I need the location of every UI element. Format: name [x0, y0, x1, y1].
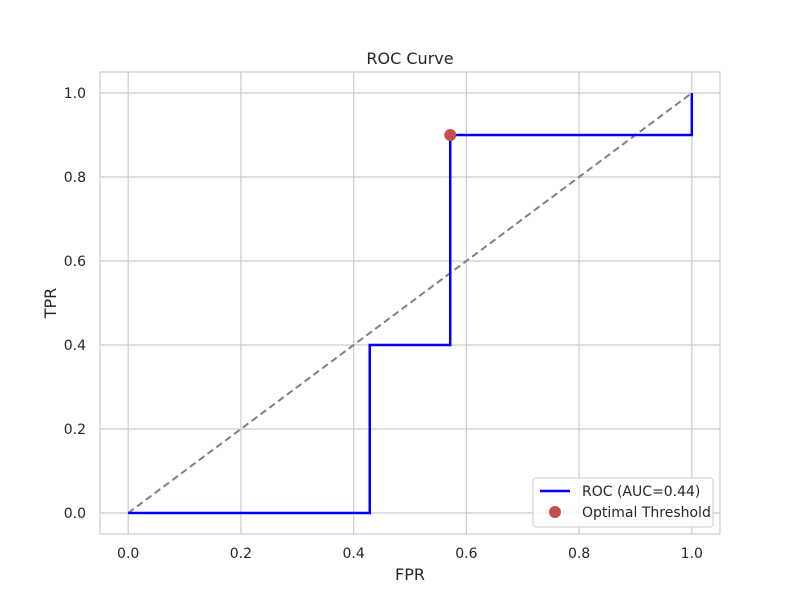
y-tick-label: 0.6	[64, 254, 86, 270]
legend-optimal-swatch	[549, 506, 561, 518]
plot-area	[99, 71, 721, 535]
legend-optimal-label: Optimal Threshold	[582, 505, 711, 521]
y-tick-label: 0.4	[64, 338, 86, 354]
x-tick-label: 1.0	[681, 546, 703, 562]
legend: ROC (AUC=0.44) Optimal Threshold	[532, 477, 714, 528]
y-tick-label: 1.0	[64, 86, 86, 102]
roc-curve-line	[128, 93, 694, 515]
x-tick-labels: 0.0 0.2 0.4 0.6 0.8 1.0	[117, 546, 703, 562]
y-axis-label: TPR	[41, 288, 60, 320]
x-tick-label: 0.6	[455, 546, 477, 562]
y-tick-label: 0.0	[64, 506, 86, 522]
series-layer	[128, 93, 694, 515]
x-axis-label: FPR	[395, 565, 425, 584]
reference-line-layer	[127, 92, 693, 514]
x-tick-label: 0.0	[117, 546, 139, 562]
x-tick-label: 0.4	[343, 546, 365, 562]
chart-title: ROC Curve	[366, 49, 453, 68]
y-tick-label: 0.8	[64, 170, 86, 186]
x-tick-label: 0.8	[568, 546, 590, 562]
y-tick-labels: 0.0 0.2 0.4 0.6 0.8 1.0	[64, 86, 86, 522]
chance-diagonal-line	[127, 92, 693, 514]
legend-box	[532, 477, 714, 528]
legend-roc-label: ROC (AUC=0.44)	[582, 484, 700, 500]
x-tick-label: 0.2	[230, 546, 252, 562]
y-tick-label: 0.2	[64, 422, 86, 438]
optimal-threshold-point	[444, 129, 457, 141]
